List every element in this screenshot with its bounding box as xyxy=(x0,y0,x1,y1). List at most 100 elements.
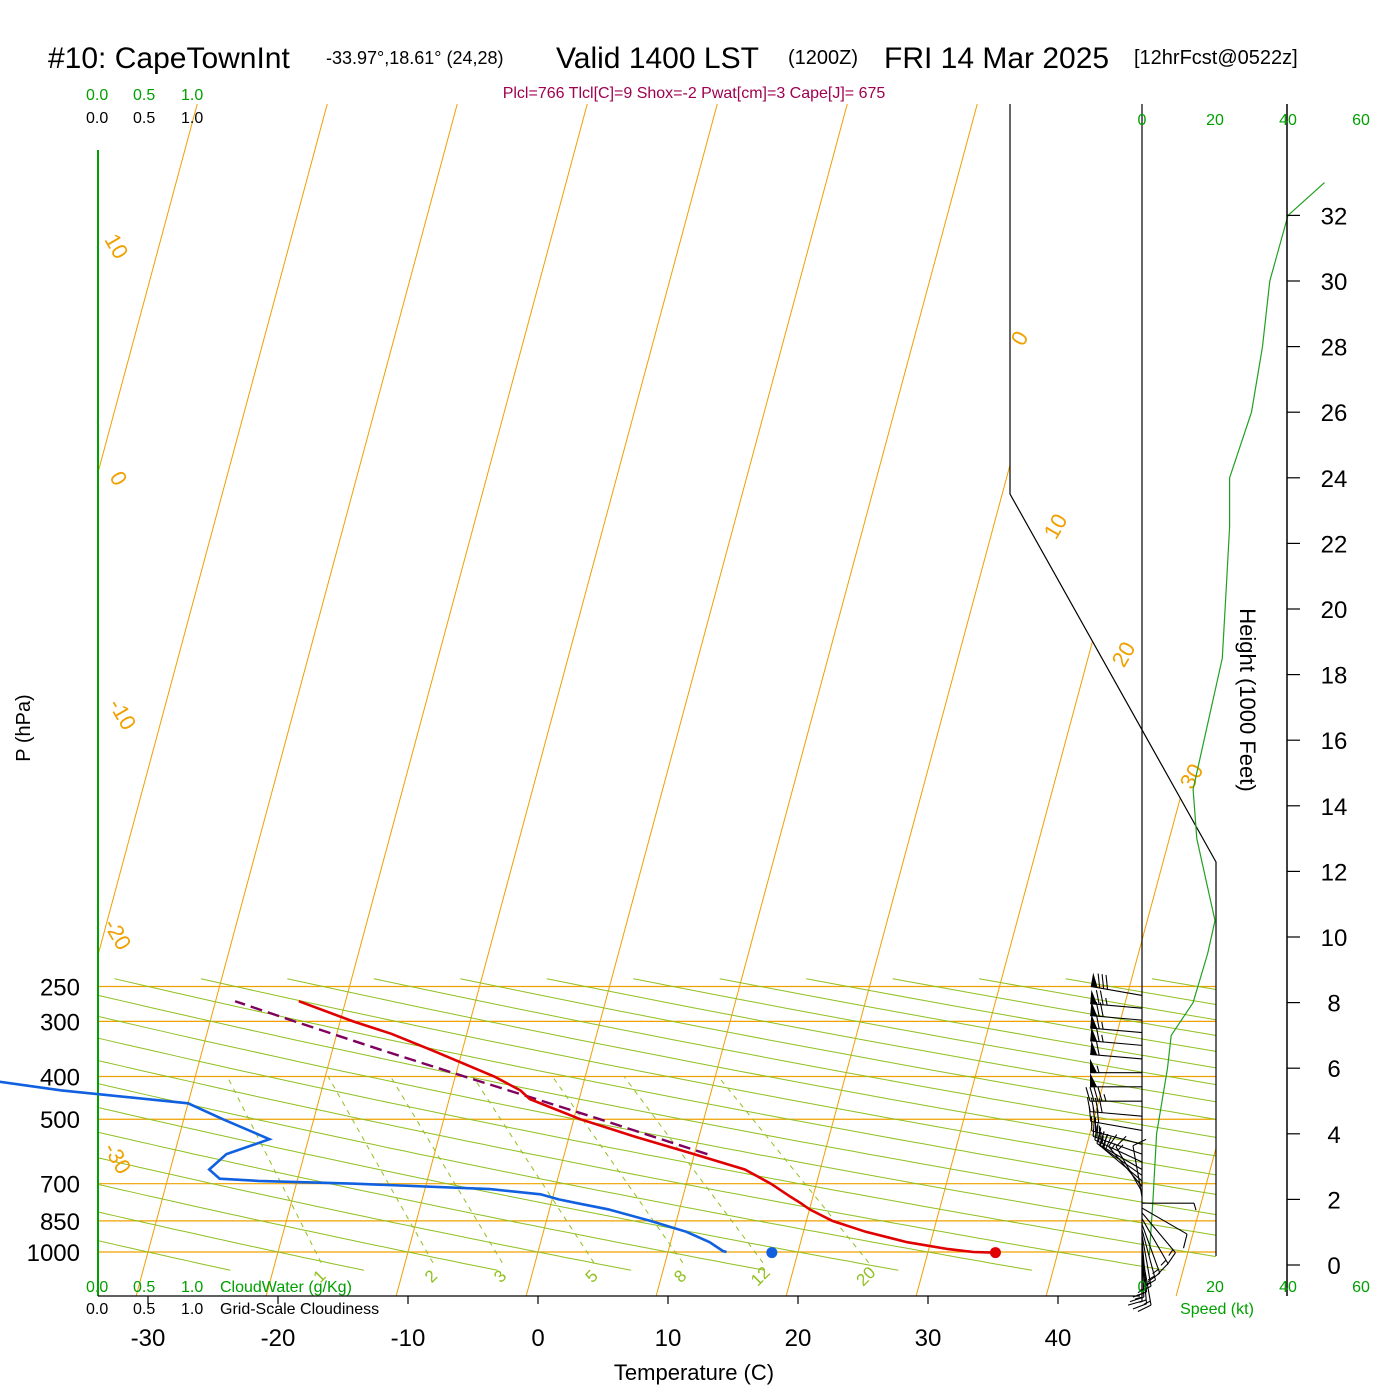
wind-barb-staff xyxy=(1141,1212,1176,1254)
height-tick-label: 2 xyxy=(1327,1187,1340,1214)
temperature-tick-label: -30 xyxy=(131,1325,166,1352)
wind-barb-feather xyxy=(1098,1098,1103,1113)
isotherm-label: -10 xyxy=(104,694,142,734)
isotherm-label: -30 xyxy=(99,1138,137,1178)
dry-adiabat-line xyxy=(114,978,1216,1271)
height-axis-title: Height (1000 Feet) xyxy=(1235,608,1260,791)
wind-barb-flag xyxy=(1090,989,1098,1005)
wind-barb-half-feather xyxy=(1103,1094,1107,1102)
dry-adiabat-line xyxy=(98,978,632,1271)
cloudwater-label: CloudWater (g/Kg) xyxy=(220,1279,352,1296)
height-tick-label: 32 xyxy=(1321,203,1348,230)
mixing-ratio-label: 5 xyxy=(582,1266,602,1286)
wind-barb xyxy=(1086,1097,1143,1117)
dry-adiabat-line xyxy=(98,978,1166,1271)
wind-barb xyxy=(1141,1207,1188,1249)
dry-adiabat-line xyxy=(806,978,1216,1271)
wind-barb-staff xyxy=(1096,1143,1143,1170)
dry-adiabat-line xyxy=(98,978,765,1271)
cloudiness-tick-bottom: 1.0 xyxy=(181,1301,203,1318)
isotherm-label: -20 xyxy=(99,914,137,954)
cloudwater-tick-bottom: 0.0 xyxy=(86,1279,108,1296)
dry-adiabat-line xyxy=(98,978,1216,1271)
wind-barb xyxy=(1090,1014,1143,1034)
wind-barb-staff xyxy=(1090,1111,1143,1117)
cloudwater-tick-top: 1.0 xyxy=(181,87,203,104)
wind-barb-half-feather xyxy=(1139,1299,1147,1303)
mixing-ratio-lines xyxy=(226,1076,870,1264)
skew-t-background xyxy=(98,104,1216,1296)
wind-barb xyxy=(1101,1133,1143,1182)
wind-barb-feather xyxy=(1092,1107,1096,1123)
height-tick-label: 26 xyxy=(1321,400,1348,427)
surface-temperature-marker xyxy=(989,1247,1001,1259)
dry-adiabat-line xyxy=(98,978,1032,1271)
mixing-ratio-line xyxy=(472,1076,595,1264)
wind-barb-feather xyxy=(1085,1087,1091,1102)
isotherm-line xyxy=(98,104,328,1296)
sounding-indices: Plcl=766 Tlcl[C]=9 Shox=-2 Pwat[cm]=3 Ca… xyxy=(503,85,886,102)
wind-barb-feather xyxy=(1097,1087,1103,1102)
height-tick-label: 4 xyxy=(1327,1122,1340,1149)
mixing-ratio-line xyxy=(623,1076,764,1264)
wind-barb-feather xyxy=(1097,973,1101,989)
wind-barb-feather xyxy=(1095,1027,1100,1042)
wind-barb xyxy=(1085,1087,1142,1102)
height-tick-label: 20 xyxy=(1321,597,1348,624)
dry-adiabat-line xyxy=(98,978,1216,1271)
speed-tick-bottom: 40 xyxy=(1279,1279,1297,1296)
wind-barb xyxy=(1090,1040,1143,1060)
wind-barb xyxy=(1088,1106,1143,1131)
wind-barb-flag xyxy=(1090,1058,1097,1073)
speed-tick-top: 60 xyxy=(1352,112,1370,129)
plot-border xyxy=(1009,104,1217,1256)
pressure-tick-label: 700 xyxy=(40,1172,80,1199)
wind-barb-staff xyxy=(1108,1146,1143,1187)
dry-adiabat-lines xyxy=(98,978,1216,1271)
parcel-profile-line xyxy=(234,1000,708,1156)
wind-barb-feather xyxy=(1096,1123,1099,1138)
temperature-tick-label: 20 xyxy=(785,1325,812,1352)
isotherm-line xyxy=(265,104,588,1296)
wind-barb-feather xyxy=(1095,1014,1100,1029)
x-axis-title: Temperature (C) xyxy=(614,1360,774,1385)
wind-barb-half-feather xyxy=(1160,1259,1167,1266)
sounding-profiles xyxy=(0,999,1001,1259)
dry-adiabat-line xyxy=(1065,978,1216,1271)
plot-frame xyxy=(97,104,1217,1297)
wind-barb-feather xyxy=(1099,1002,1104,1017)
height-tick-label: 0 xyxy=(1327,1253,1340,1280)
height-tick-label: 6 xyxy=(1327,1056,1340,1083)
forecast-info: [12hrFcst@0522z] xyxy=(1134,47,1298,69)
temperature-tick-label: 0 xyxy=(531,1325,544,1352)
dry-adiabat-line xyxy=(719,978,1216,1271)
mixing-ratio-line xyxy=(226,1076,322,1264)
wind-speed-profile-line xyxy=(1148,182,1325,1256)
wind-barb-feather xyxy=(1099,990,1104,1005)
dry-adiabat-line xyxy=(98,978,365,1271)
wind-barb-staff xyxy=(1141,1207,1188,1235)
zulu-time: (1200Z) xyxy=(788,47,858,69)
speed-axis-label: Speed (kt) xyxy=(1180,1301,1254,1318)
isotherm-label: 30 xyxy=(1175,759,1209,793)
pressure-tick-label: 500 xyxy=(40,1107,80,1134)
wind-barb-half-feather xyxy=(1193,1203,1197,1211)
wind-barb-feather xyxy=(1092,1121,1095,1137)
wind-barb-half-feather xyxy=(1101,1034,1104,1043)
isotherm-line xyxy=(655,104,978,1296)
wind-barb-feather xyxy=(1108,1134,1118,1147)
wind-barb-feather xyxy=(1096,1108,1100,1123)
dry-adiabat-line xyxy=(98,978,231,1271)
wind-barb-half-feather xyxy=(1147,1275,1155,1281)
height-tick-label: 30 xyxy=(1321,269,1348,296)
isotherm-label: 10 xyxy=(1039,509,1073,543)
speed-tick-top: 20 xyxy=(1206,112,1224,129)
wind-barb xyxy=(1090,1058,1142,1074)
cloudiness-tick-bottom: 0.5 xyxy=(133,1301,155,1318)
isotherm-label: 0 xyxy=(105,467,133,490)
wind-barb-staff xyxy=(1141,1253,1152,1306)
wind-barb-half-feather xyxy=(1096,1065,1100,1073)
wind-barb-flag xyxy=(1090,1072,1097,1087)
isotherm-lines xyxy=(98,104,1216,1296)
